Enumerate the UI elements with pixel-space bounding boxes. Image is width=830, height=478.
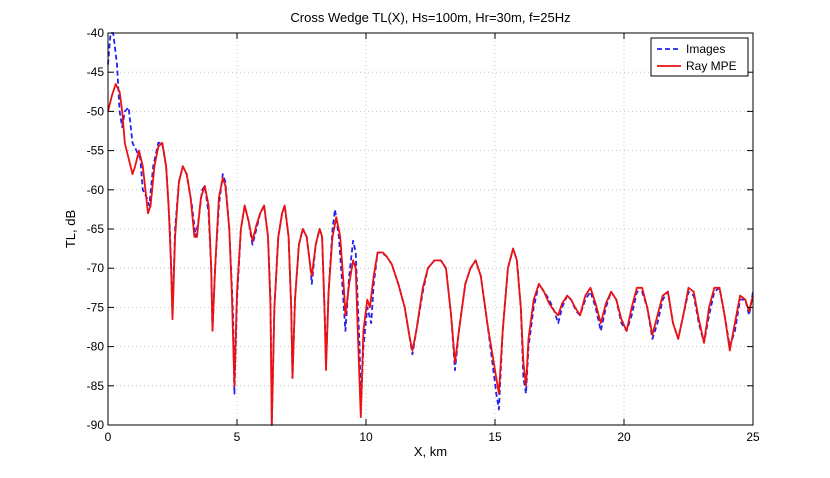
legend-label-ray-mpe: Ray MPE (686, 59, 737, 73)
axis-ticks: 0 5 10 15 20 25 -90 -85 -80 -75 -70 -65 -60 -55 -50 -45… (87, 26, 760, 444)
y-tick-label: -85 (87, 379, 105, 393)
y-tick-label: -75 (87, 300, 105, 314)
y-tick-label: -60 (87, 183, 105, 197)
legend-label-images: Images (686, 42, 725, 56)
y-tick-label: -70 (87, 261, 105, 275)
x-tick-label: 20 (617, 430, 631, 444)
x-axis-label: X, km (414, 444, 447, 459)
chart-title: Cross Wedge TL(X), Hs=100m, Hr=30m, f=25… (290, 10, 570, 25)
y-tick-label: -80 (87, 340, 105, 354)
plot-area (108, 33, 753, 425)
x-tick-label: 15 (488, 430, 502, 444)
grid (108, 33, 753, 425)
x-tick-label: 5 (234, 430, 241, 444)
series-line-ray-mpe (107, 83, 754, 426)
x-tick-label: 0 (105, 430, 112, 444)
y-tick-label: -50 (87, 104, 105, 118)
x-tick-label: 10 (359, 430, 373, 444)
series-layer (107, 32, 754, 426)
y-axis-label: TL, dB (63, 210, 78, 248)
y-tick-label: -55 (87, 144, 105, 158)
y-tick-label: -65 (87, 222, 105, 236)
y-tick-label: -45 (87, 65, 105, 79)
legend: Images Ray MPE (650, 37, 749, 77)
y-tick-label: -90 (87, 418, 105, 432)
x-tick-label: 25 (746, 430, 760, 444)
legend-box (650, 37, 749, 77)
y-tick-label: -40 (87, 26, 105, 40)
